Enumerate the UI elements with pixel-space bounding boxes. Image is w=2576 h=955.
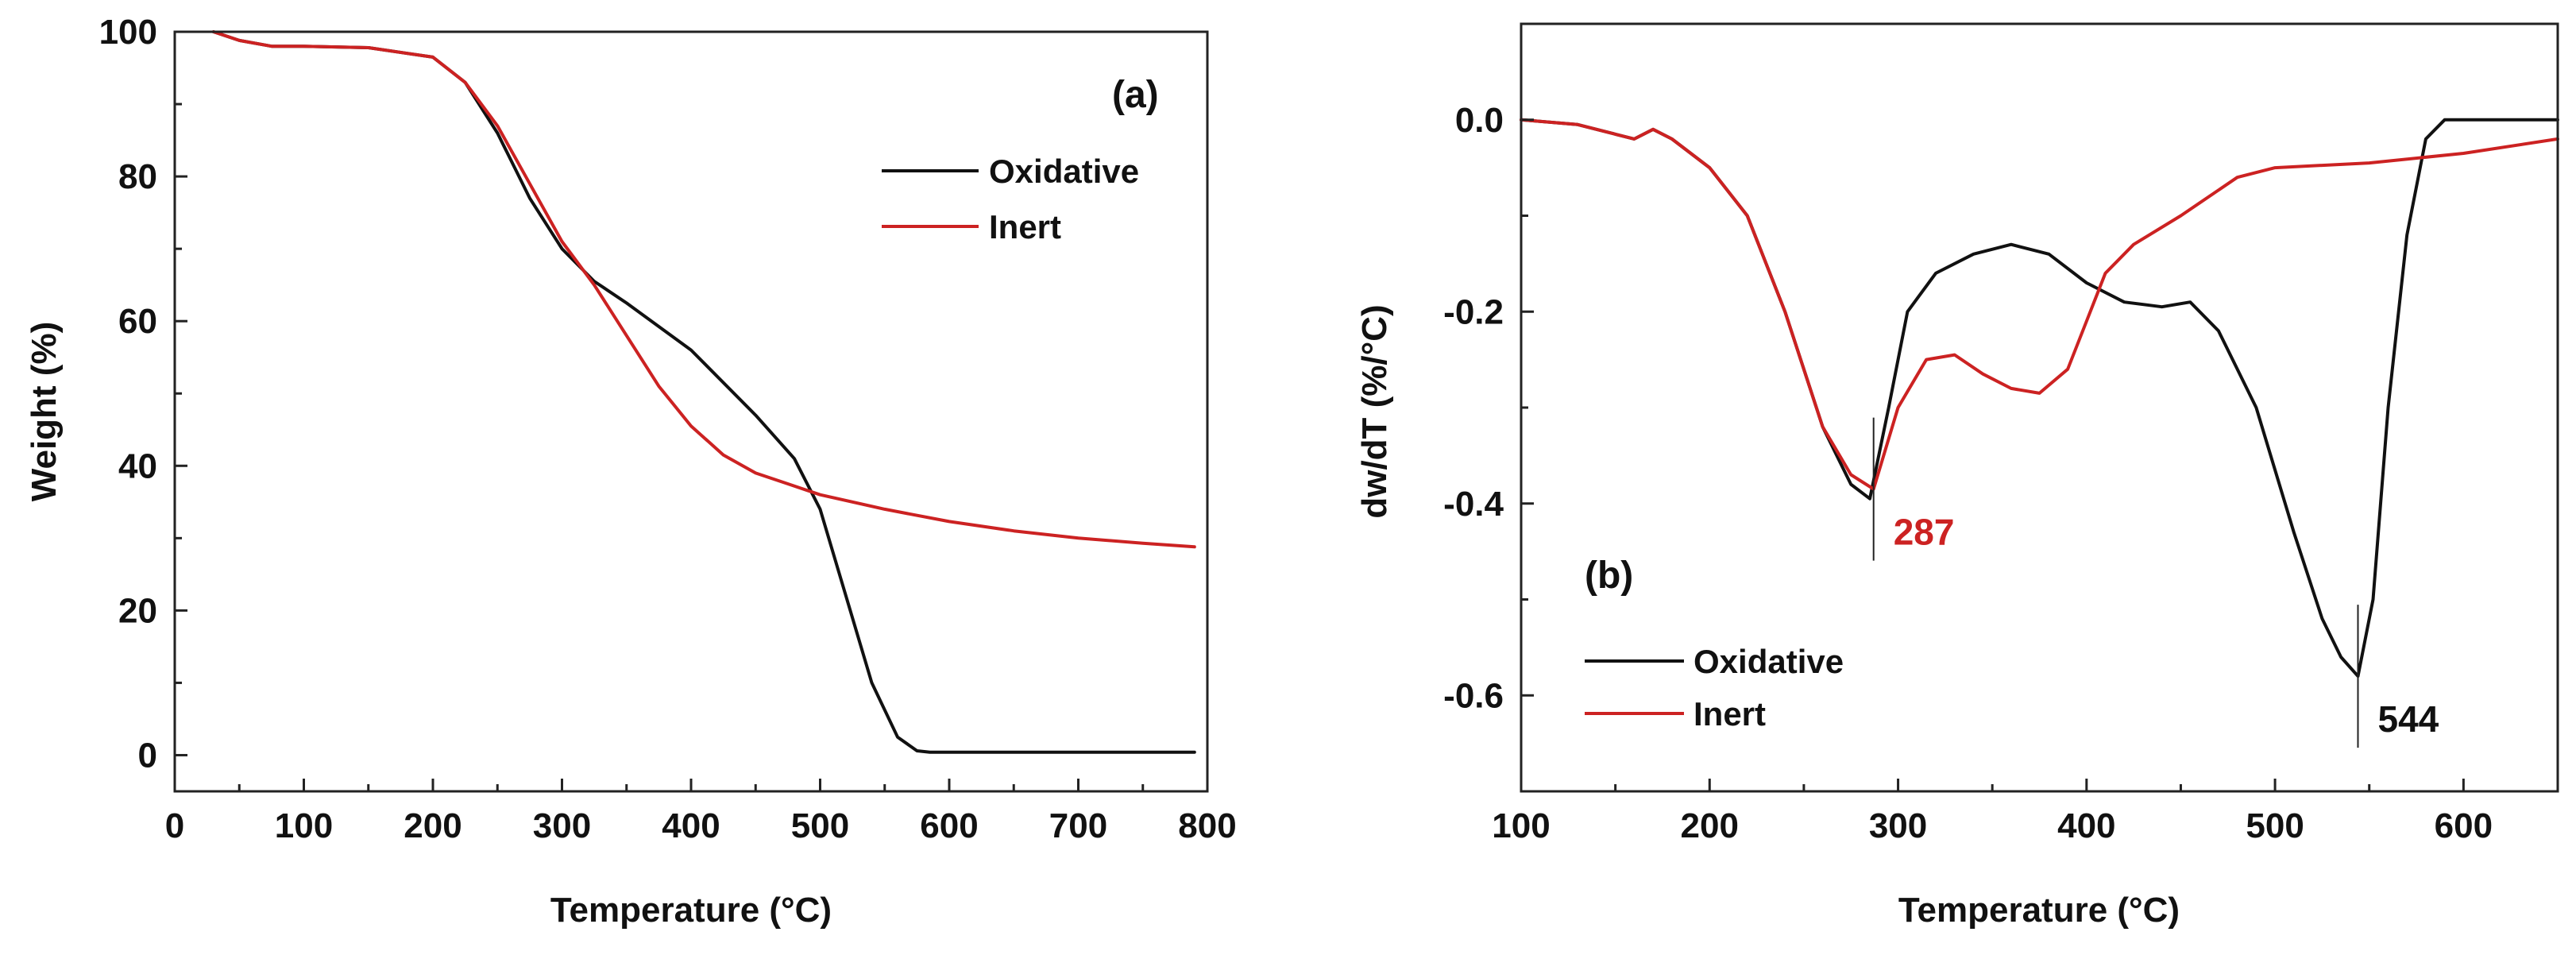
panel-a-y-tick-label: 20 — [118, 591, 157, 630]
panel-b-annotations: 287 544 — [1872, 417, 2439, 748]
panel-b-legend: Oxidative Inert — [1585, 643, 1844, 733]
panel-a-series-group — [211, 30, 1196, 754]
panel-b-legend-label-oxidative: Oxidative — [1694, 643, 1844, 680]
panel-b-x-ticks: 100 200 300 400 500 600 — [1492, 779, 2493, 845]
panel-a-legend-label-inert: Inert — [989, 208, 1061, 246]
panel-b: 100 200 300 400 500 600 0.0 -0.2 -0.4 -0.6 287 54… — [1355, 22, 2559, 930]
panel-a-x-tick-label: 800 — [1178, 806, 1236, 845]
panel-b-series-inert — [1520, 118, 2559, 491]
panel-a-x-tick-label: 500 — [791, 806, 849, 845]
panel-b-x-tick-label: 400 — [2057, 806, 2115, 845]
panel-a-label: (a) — [1112, 74, 1159, 116]
panel-a-y-axis-title: Weight (%) — [25, 322, 64, 502]
panel-b-label: (b) — [1585, 555, 1633, 597]
panel-a-x-tick-label: 600 — [920, 806, 978, 845]
panel-a-frame — [173, 30, 1209, 793]
peak-label-287: 287 — [1894, 512, 1955, 553]
panel-b-frame — [1520, 22, 2559, 793]
panel-a-x-tick-label: 400 — [662, 806, 720, 845]
panel-a-x-tick-label: 300 — [533, 806, 591, 845]
panel-a-x-axis-title: Temperature (°C) — [550, 891, 832, 930]
panel-a: 0 100 200 300 400 500 600 700 800 0 20 40 60 80 100 T… — [25, 13, 1237, 930]
panel-a-y-ticks: 0 20 40 60 80 100 — [99, 13, 187, 775]
panel-b-series-oxidative — [1520, 118, 2559, 679]
panel-a-series-oxidative — [211, 30, 1196, 754]
panel-a-x-ticks: 0 100 200 300 400 500 600 700 800 — [165, 779, 1237, 845]
panel-b-series-group — [1520, 118, 2559, 679]
panel-b-x-tick-label: 600 — [2435, 806, 2493, 845]
panel-b-y-tick-label: -0.6 — [1443, 676, 1504, 715]
panel-a-legend: Oxidative Inert — [882, 153, 1139, 246]
panel-b-x-tick-label: 500 — [2246, 806, 2304, 845]
panel-a-y-tick-label: 80 — [118, 157, 157, 196]
panel-b-x-axis-title: Temperature (°C) — [1898, 891, 2180, 930]
panel-b-y-tick-label: -0.2 — [1443, 292, 1504, 331]
panel-a-series-inert — [211, 30, 1196, 549]
panel-a-y-tick-label: 60 — [118, 302, 157, 341]
panel-a-x-tick-label: 100 — [275, 806, 333, 845]
panel-a-legend-label-oxidative: Oxidative — [989, 153, 1139, 190]
panel-b-y-axis-title: dw/dT (%/°C) — [1355, 304, 1394, 518]
panel-a-x-tick-label: 200 — [404, 806, 462, 845]
panel-b-y-tick-label: 0.0 — [1455, 101, 1504, 140]
panel-a-x-tick-label: 0 — [165, 806, 184, 845]
panel-a-x-tick-label: 700 — [1049, 806, 1107, 845]
peak-label-544: 544 — [2377, 698, 2439, 740]
panel-a-y-tick-label: 40 — [118, 447, 157, 485]
panel-b-legend-label-inert: Inert — [1694, 695, 1766, 733]
panel-b-y-ticks: 0.0 -0.2 -0.4 -0.6 — [1443, 101, 1534, 715]
panel-b-y-tick-label: -0.4 — [1443, 485, 1504, 524]
panel-a-y-tick-label: 100 — [99, 13, 157, 52]
panel-b-x-tick-label: 300 — [1869, 806, 1927, 845]
panel-a-y-tick-label: 0 — [138, 736, 157, 775]
panel-b-x-tick-label: 200 — [1681, 806, 1739, 845]
panel-b-x-tick-label: 100 — [1492, 806, 1550, 845]
